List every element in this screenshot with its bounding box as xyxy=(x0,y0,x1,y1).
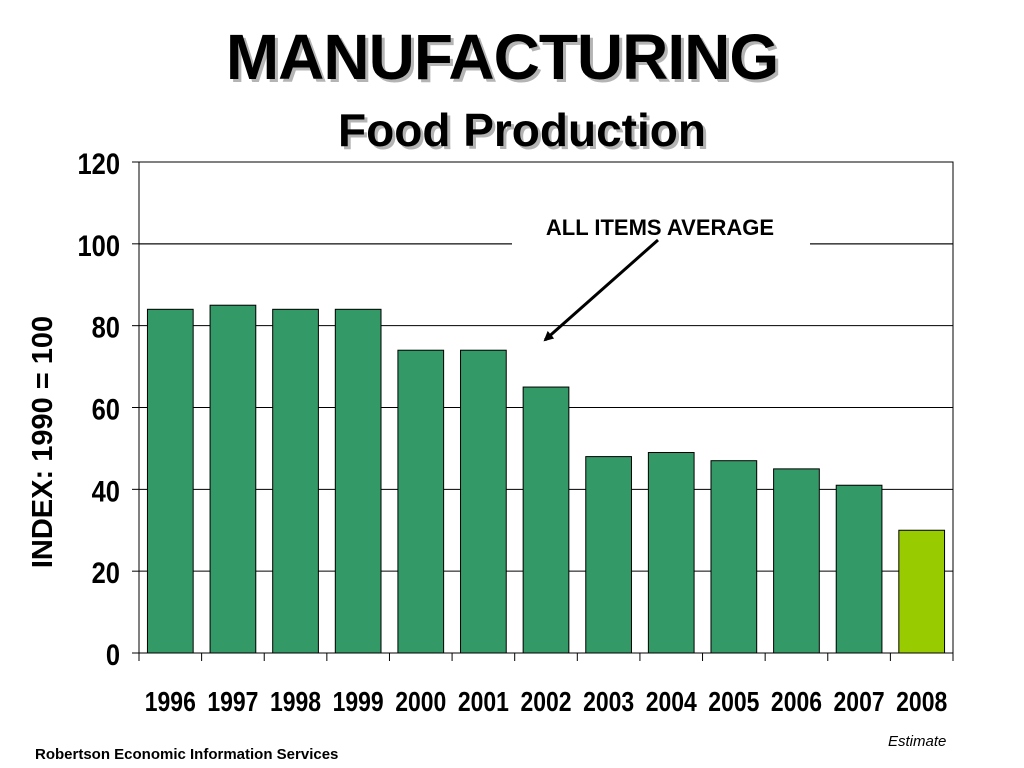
bar-2006 xyxy=(773,468,820,654)
y-tick-label-60: 60 xyxy=(92,393,120,426)
x-tick-label-2005: 2005 xyxy=(708,687,759,718)
bar-1998 xyxy=(272,308,319,654)
source-credit: Robertson Economic Information Services xyxy=(35,746,339,763)
y-tick-label-80: 80 xyxy=(92,311,120,344)
bar-2001 xyxy=(460,349,507,654)
x-tick-label-1996: 1996 xyxy=(145,687,196,718)
y-tick-label-40: 40 xyxy=(92,474,120,507)
x-tick-label-2008: 2008 xyxy=(896,687,947,718)
x-tick-label-2003: 2003 xyxy=(583,687,634,718)
x-tick-label-2007: 2007 xyxy=(834,687,885,718)
y-tick-label-100: 100 xyxy=(77,229,120,262)
bar-2003 xyxy=(585,456,632,654)
x-tick-labels: 1996 1997 1998 1999 2000 2001 2002 2003 2004 2005… xyxy=(145,687,947,718)
x-tick-label-2001: 2001 xyxy=(458,687,509,718)
x-tick-label-2004: 2004 xyxy=(646,687,698,718)
x-tick-marks xyxy=(138,653,954,661)
x-tick-label-1998: 1998 xyxy=(270,687,321,718)
bar-2004 xyxy=(647,452,695,654)
x-tick-label-2000: 2000 xyxy=(395,687,446,718)
chart-subtitle: Food Production xyxy=(338,104,706,156)
bar-1999 xyxy=(334,308,382,654)
bar-2002 xyxy=(522,386,570,654)
bars xyxy=(146,304,946,654)
bar-2007 xyxy=(835,484,883,654)
bar-2005 xyxy=(710,460,758,654)
estimate-note: Estimate xyxy=(888,733,947,750)
bar-2008 xyxy=(898,529,946,654)
reference-line-label: ALL ITEMS AVERAGE xyxy=(546,215,774,240)
y-tick-label-20: 20 xyxy=(92,556,120,589)
y-axis-label: INDEX: 1990 = 100 xyxy=(27,316,59,568)
y-tick-label-0: 0 xyxy=(106,638,120,671)
y-tick-label-120: 120 xyxy=(77,147,120,180)
reference-label-background xyxy=(512,212,810,246)
x-tick-label-2006: 2006 xyxy=(771,687,822,718)
chart-title: MANUFACTURING xyxy=(225,21,779,93)
bar-1996 xyxy=(146,308,194,654)
bar-2000 xyxy=(397,349,445,654)
reference-arrow xyxy=(543,238,659,342)
y-tick-labels: 0 20 40 60 80 100 120 xyxy=(77,147,120,671)
bar-1997 xyxy=(209,304,257,654)
x-tick-label-1999: 1999 xyxy=(333,687,384,718)
x-tick-label-2002: 2002 xyxy=(520,687,571,718)
x-tick-label-1997: 1997 xyxy=(207,687,258,718)
